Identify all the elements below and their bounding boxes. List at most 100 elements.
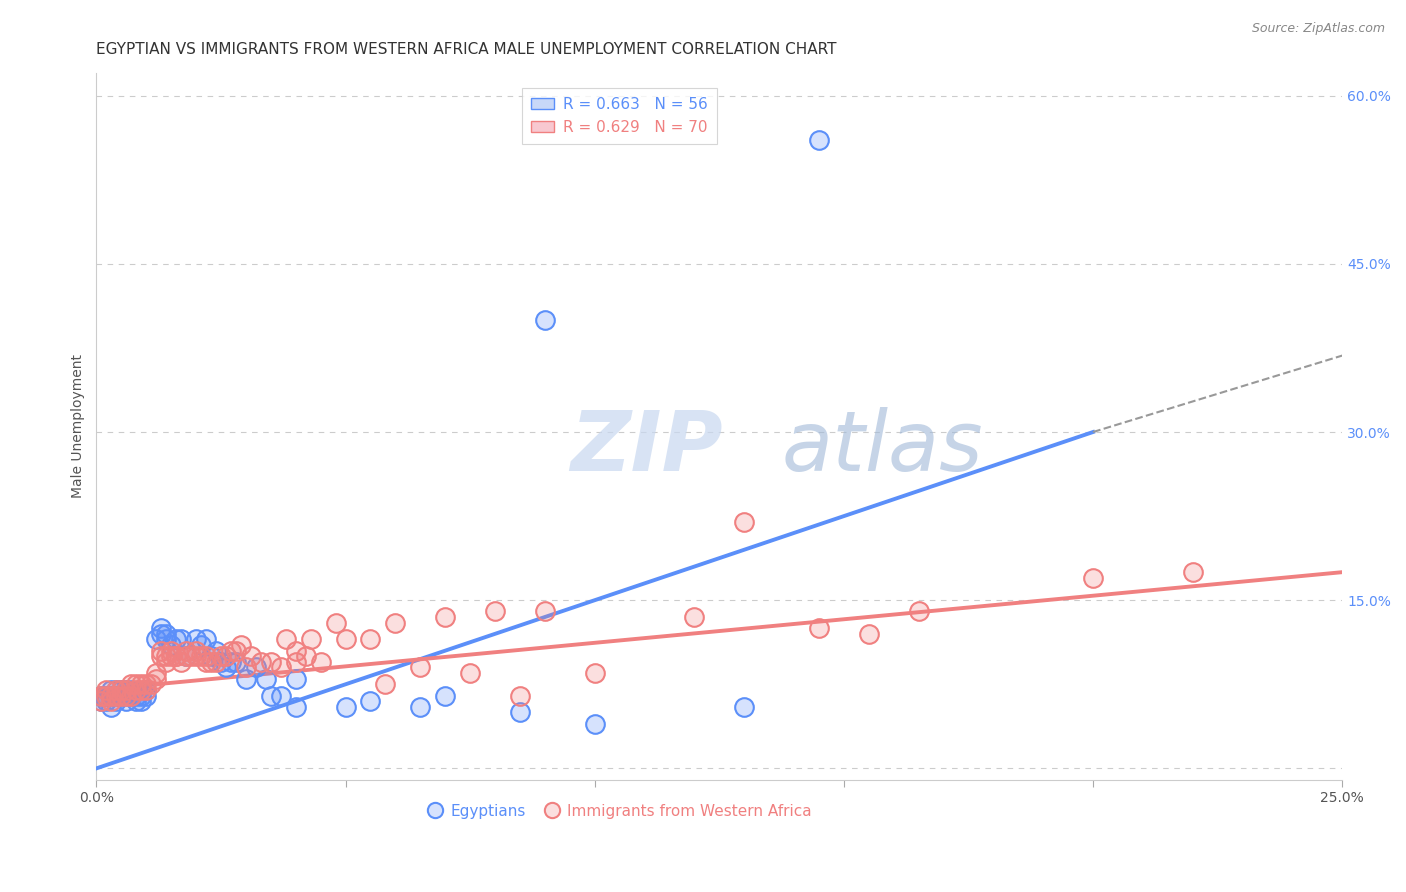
Point (150, 643, 173, 657)
Point (434, 610, 457, 624)
Point (125, 689, 148, 703)
Point (190, 638, 212, 652)
Point (90, 694, 112, 708)
Point (105, 689, 128, 703)
Point (145, 666, 167, 681)
Point (733, 515, 755, 529)
Text: atlas: atlas (782, 407, 983, 488)
Point (115, 682, 138, 697)
Point (155, 655, 177, 669)
Point (239, 649, 262, 664)
Y-axis label: Male Unemployment: Male Unemployment (72, 354, 86, 499)
Point (105, 682, 128, 697)
Point (155, 649, 177, 664)
Point (110, 682, 132, 697)
Point (325, 615, 347, 630)
Point (135, 689, 157, 703)
Point (190, 649, 212, 664)
Point (184, 632, 207, 647)
Point (150, 627, 173, 641)
Point (195, 649, 218, 664)
Point (229, 638, 252, 652)
Point (335, 632, 357, 647)
Point (509, 706, 531, 720)
Point (129, 682, 152, 697)
Point (96, 689, 118, 703)
Point (374, 677, 396, 691)
Point (165, 649, 187, 664)
Point (335, 699, 357, 714)
Point (219, 655, 242, 669)
Point (359, 632, 381, 647)
Legend: Egyptians, Immigrants from Western Africa: Egyptians, Immigrants from Western Afric… (422, 797, 818, 825)
Point (110, 682, 132, 697)
Point (96, 694, 118, 708)
Point (115, 689, 138, 703)
Point (129, 689, 152, 703)
Point (115, 689, 138, 703)
Point (129, 694, 152, 708)
Point (274, 632, 297, 647)
Point (583, 716, 606, 731)
Point (100, 694, 122, 708)
Text: ZIP: ZIP (569, 407, 723, 488)
Point (165, 649, 187, 664)
Point (135, 682, 157, 697)
Point (284, 699, 307, 714)
Point (509, 689, 531, 703)
Point (534, 313, 557, 327)
Point (270, 660, 292, 674)
Point (284, 643, 307, 657)
Point (434, 689, 457, 703)
Point (219, 643, 242, 657)
Point (200, 649, 222, 664)
Point (225, 655, 247, 669)
Point (129, 677, 152, 691)
Point (205, 655, 228, 669)
Point (458, 666, 481, 681)
Point (100, 699, 122, 714)
Point (174, 649, 197, 664)
Point (145, 632, 167, 647)
Point (90, 694, 112, 708)
Point (145, 672, 167, 686)
Point (807, 621, 830, 635)
Point (180, 649, 202, 664)
Point (184, 649, 207, 664)
Point (209, 649, 232, 664)
Point (120, 677, 142, 691)
Point (215, 649, 238, 664)
Point (155, 632, 177, 647)
Point (150, 649, 173, 664)
Point (96, 689, 118, 703)
Text: EGYPTIAN VS IMMIGRANTS FROM WESTERN AFRICA MALE UNEMPLOYMENT CORRELATION CHART: EGYPTIAN VS IMMIGRANTS FROM WESTERN AFRI… (97, 42, 837, 57)
Point (384, 615, 406, 630)
Point (125, 694, 148, 708)
Point (215, 660, 238, 674)
Point (90, 689, 112, 703)
Point (135, 677, 157, 691)
Point (254, 672, 277, 686)
Text: Source: ZipAtlas.com: Source: ZipAtlas.com (1251, 22, 1385, 36)
Point (284, 672, 307, 686)
Point (115, 694, 138, 708)
Point (110, 689, 132, 703)
Point (733, 699, 755, 714)
Point (125, 677, 148, 691)
Point (174, 649, 197, 664)
Point (583, 666, 606, 681)
Point (907, 604, 929, 618)
Point (309, 655, 332, 669)
Point (90, 689, 112, 703)
Point (235, 672, 257, 686)
Point (225, 643, 247, 657)
Point (141, 677, 163, 691)
Point (174, 643, 197, 657)
Point (115, 682, 138, 697)
Point (100, 682, 122, 697)
Point (270, 689, 292, 703)
Point (110, 689, 132, 703)
Point (249, 655, 271, 669)
Point (160, 643, 183, 657)
Point (807, 133, 830, 147)
